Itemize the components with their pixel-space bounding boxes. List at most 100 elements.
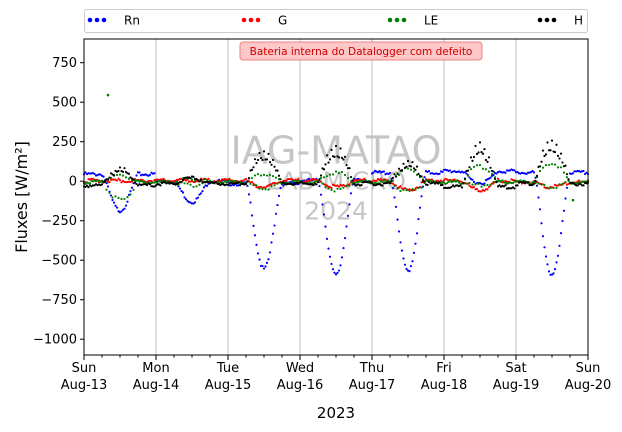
point [88,182,92,185]
point [559,232,563,235]
point [541,166,545,169]
point [328,158,332,161]
point [156,181,159,184]
point [541,149,545,152]
point [543,154,546,158]
point [529,171,533,174]
legend-marker [87,17,93,23]
x-tick-label-day: Mon [142,361,169,376]
point [129,193,132,196]
point [567,179,570,182]
point [112,174,116,177]
point [264,265,267,268]
point [462,181,465,185]
point [262,173,266,176]
x-tick-label-date: Aug-13 [61,378,108,393]
point [463,171,467,174]
point [268,161,272,164]
point [97,179,101,182]
point [537,182,540,185]
legend-label: H [574,14,583,28]
point [201,190,204,193]
point [193,179,197,183]
grid [155,39,517,355]
point [160,181,164,185]
point [264,186,267,189]
point [277,174,281,177]
point [492,170,495,173]
point [540,183,543,186]
point [375,179,378,182]
x-tick-label-day: Sat [505,361,526,376]
point [502,185,506,188]
point [388,171,392,175]
y-tick-label: 500 [52,96,77,111]
point [552,186,555,189]
point [556,254,560,257]
x-tick-label-day: Tue [216,361,239,376]
point [391,187,395,190]
point [577,179,581,182]
point [325,237,329,240]
point [130,186,134,189]
point [364,179,368,182]
legend-marker [241,17,247,23]
point [252,166,255,169]
point [348,184,351,187]
point [531,183,534,187]
point [405,165,408,168]
point [322,168,326,171]
point [343,155,347,158]
point [468,184,471,187]
point [408,189,411,192]
point [414,168,417,171]
point [405,188,408,192]
point [124,170,128,174]
point [553,268,557,271]
point [255,184,258,187]
point [561,219,564,223]
point [483,182,486,185]
point [549,186,552,189]
point [391,176,395,179]
point [477,182,480,185]
point [460,186,464,189]
point [487,185,491,189]
point [166,179,170,182]
point [256,158,260,162]
point [565,176,569,179]
point [273,224,276,227]
point [214,180,218,184]
point [538,169,542,173]
point [207,180,210,184]
point [579,182,582,185]
point [396,218,399,221]
point [495,172,498,175]
point [271,158,275,162]
point [232,184,236,187]
point [345,184,348,187]
point [397,173,401,176]
point [487,170,491,173]
point [108,181,111,184]
point [100,183,104,186]
point [478,141,482,144]
point [105,188,108,191]
point [273,184,276,187]
point [555,261,558,264]
point [468,181,471,185]
point [415,232,419,235]
point [411,260,414,263]
point [261,264,264,268]
point [394,175,398,178]
point [442,181,446,184]
point [121,208,125,211]
point [484,158,488,162]
x-tick-label-day: Sun [72,361,97,376]
point [123,207,126,210]
point [175,183,179,186]
point [480,185,483,188]
point [582,169,585,173]
point [484,168,488,171]
